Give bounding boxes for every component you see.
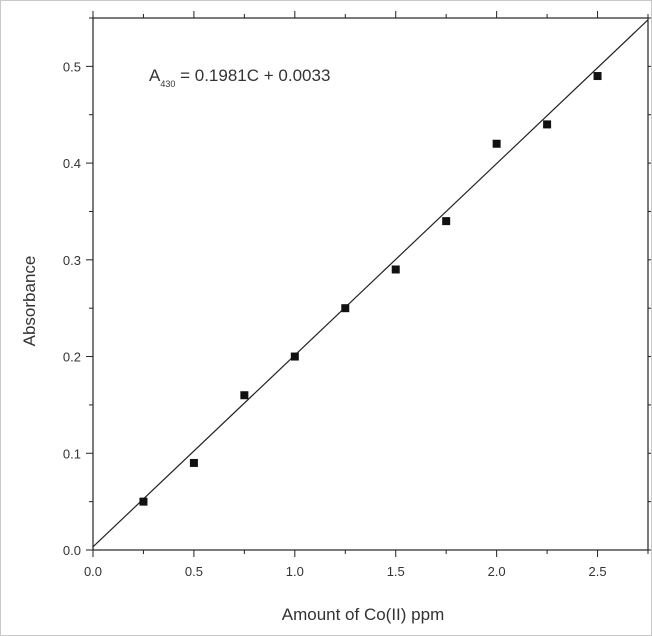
y-tick-label: 0.2 xyxy=(63,350,81,365)
y-axis-title: Absorbance xyxy=(20,256,39,347)
data-point xyxy=(290,352,299,361)
data-point xyxy=(492,139,501,148)
data-point xyxy=(391,265,400,274)
x-tick-label: 2.0 xyxy=(488,564,506,579)
equation-rest: = 0.1981C + 0.0033 xyxy=(175,66,330,85)
data-points xyxy=(139,72,602,506)
y-tick-label: 0.4 xyxy=(63,156,81,171)
x-tick-label: 0.5 xyxy=(185,564,203,579)
x-tick-label: 1.5 xyxy=(387,564,405,579)
data-point xyxy=(240,391,249,400)
data-point xyxy=(341,304,350,313)
data-point xyxy=(543,120,552,129)
y-tick-label: 0.0 xyxy=(63,543,81,558)
tick-labels: 0.0 0.5 1.0 1.5 2.0 2.5 0.0 0.1 0.2 0.3 0.4 0.5 xyxy=(63,59,607,579)
plot-area-border xyxy=(92,17,649,551)
x-tick-label: 0.0 xyxy=(84,564,102,579)
ticks xyxy=(86,11,651,557)
fit-line xyxy=(92,19,649,548)
y-tick-label: 0.1 xyxy=(63,446,81,461)
plot-frame xyxy=(92,17,649,551)
equation-subscript: 430 xyxy=(160,79,175,89)
fit-line-group xyxy=(92,19,649,548)
data-point xyxy=(593,72,602,81)
equation-prefix: A xyxy=(149,66,161,85)
fit-equation: A430 = 0.1981C + 0.0033 xyxy=(149,66,330,89)
x-tick-label: 2.5 xyxy=(589,564,607,579)
y-tick-label: 0.5 xyxy=(63,59,81,74)
x-axis-title: Amount of Co(II) ppm xyxy=(282,605,445,624)
data-point xyxy=(442,217,451,226)
data-point xyxy=(139,497,148,506)
data-point xyxy=(189,458,198,467)
y-tick-label: 0.3 xyxy=(63,253,81,268)
x-tick-label: 1.0 xyxy=(286,564,304,579)
